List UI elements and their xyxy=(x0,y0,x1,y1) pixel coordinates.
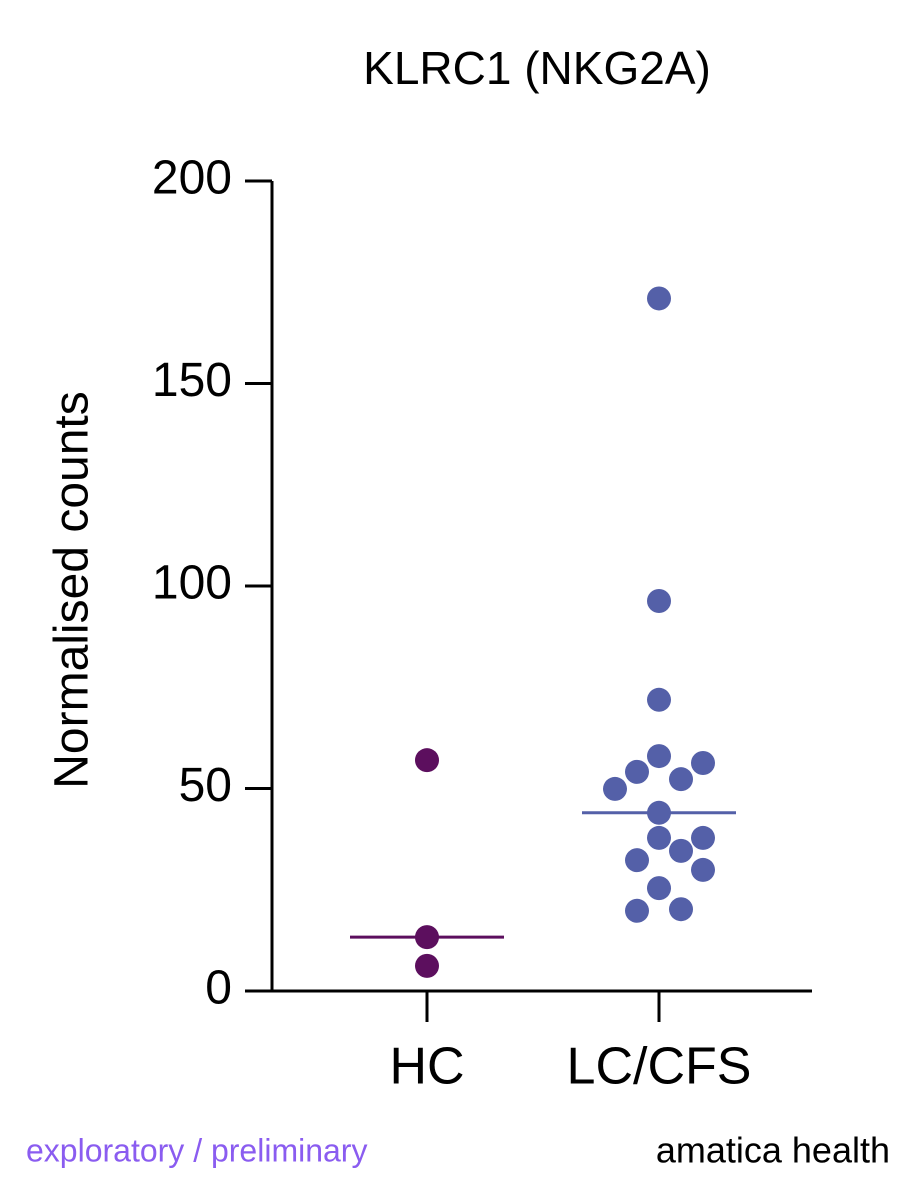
y-tick-label: 0 xyxy=(205,962,232,1015)
footer-left: exploratory / preliminary xyxy=(26,1132,367,1168)
data-point xyxy=(415,925,439,950)
data-point xyxy=(647,825,671,850)
data-point xyxy=(625,898,649,923)
data-point xyxy=(647,588,671,613)
x-tick-label: HC xyxy=(389,1038,464,1096)
data-point xyxy=(625,848,649,873)
data-point xyxy=(647,744,671,769)
y-axis-label: Normalised counts xyxy=(46,391,99,789)
chart-title: KLRC1 (NKG2A) xyxy=(363,42,711,94)
data-point xyxy=(647,876,671,901)
data-point xyxy=(669,767,693,792)
data-point xyxy=(415,953,439,978)
y-tick-label: 50 xyxy=(179,759,232,812)
data-point xyxy=(669,838,693,863)
data-point xyxy=(691,857,715,882)
data-point xyxy=(691,825,715,850)
footer-right: amatica health xyxy=(656,1130,890,1171)
data-point xyxy=(625,759,649,784)
x-tick-label: LC/CFS xyxy=(567,1038,752,1096)
data-point xyxy=(647,800,671,825)
y-tick-label: 100 xyxy=(152,557,232,610)
data-point xyxy=(603,776,627,801)
data-point xyxy=(415,748,439,773)
data-point xyxy=(669,897,693,922)
data-point xyxy=(647,687,671,712)
y-tick-label: 150 xyxy=(152,354,232,407)
y-tick-label: 200 xyxy=(152,152,232,205)
data-point xyxy=(647,286,671,311)
data-point xyxy=(691,750,715,775)
